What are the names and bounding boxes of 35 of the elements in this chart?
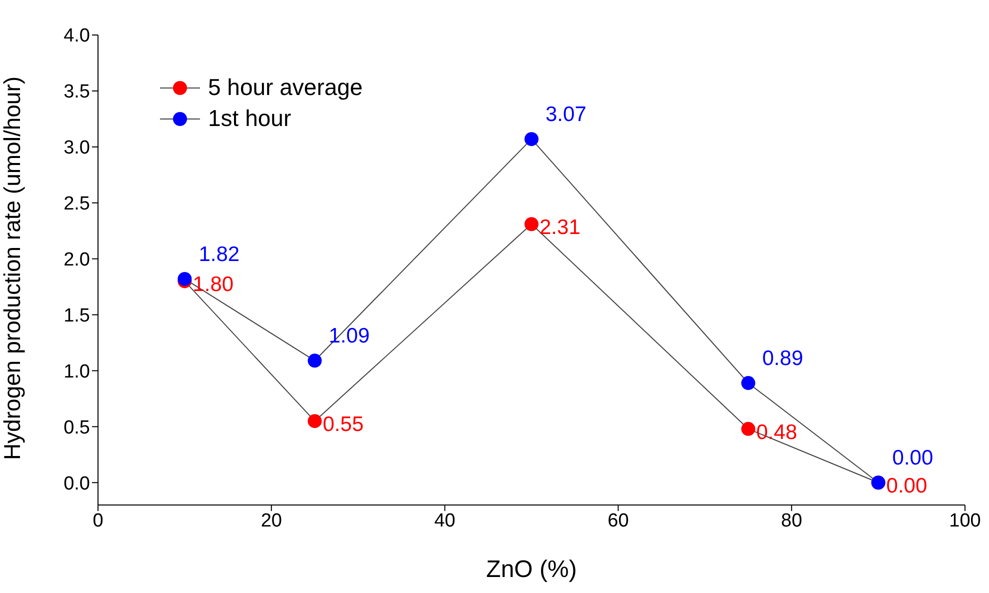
y-tick-label: 4.0 [64, 26, 90, 47]
point [524, 132, 538, 146]
y-tick-label: 0.5 [64, 417, 90, 438]
legend-label: 1st hour [208, 105, 292, 132]
x-tick-label: 100 [949, 510, 981, 532]
point [178, 272, 192, 286]
x-tick-label: 0 [92, 510, 104, 532]
data-label: 1.80 [192, 273, 234, 296]
y-tick-label: 0.0 [64, 473, 90, 494]
y-tick-label: 3.0 [64, 138, 90, 159]
y-tick-label: 1.5 [64, 306, 90, 327]
data-label: 0.48 [756, 420, 798, 444]
x-tick-label: 40 [434, 510, 456, 532]
x-tick-label: 80 [781, 510, 802, 532]
point [308, 414, 322, 428]
point [524, 217, 538, 232]
data-label: 0.00 [886, 474, 928, 498]
y-tick-label: 2.0 [64, 250, 90, 271]
legend-label: 5 hour average [208, 74, 363, 101]
point [741, 376, 756, 390]
point [741, 422, 756, 436]
y-tick-label: 2.5 [64, 194, 90, 215]
y-axis-title: Hydrogen production rate (umol/hour) [0, 76, 26, 460]
y-tick-label: 1.0 [64, 361, 90, 382]
x-axis-title: ZnO (%) [486, 556, 577, 583]
point [308, 354, 322, 368]
data-label: 0.89 [762, 347, 804, 370]
data-label: 0.00 [892, 446, 934, 470]
data-label: 2.31 [540, 216, 580, 240]
x-tick-label: 60 [608, 510, 629, 532]
y-tick-label: 3.5 [64, 82, 90, 103]
data-label: 3.07 [546, 103, 586, 126]
x-tick-label: 20 [260, 510, 282, 532]
data-label: 0.55 [322, 413, 364, 436]
data-label: 1.82 [198, 242, 240, 266]
